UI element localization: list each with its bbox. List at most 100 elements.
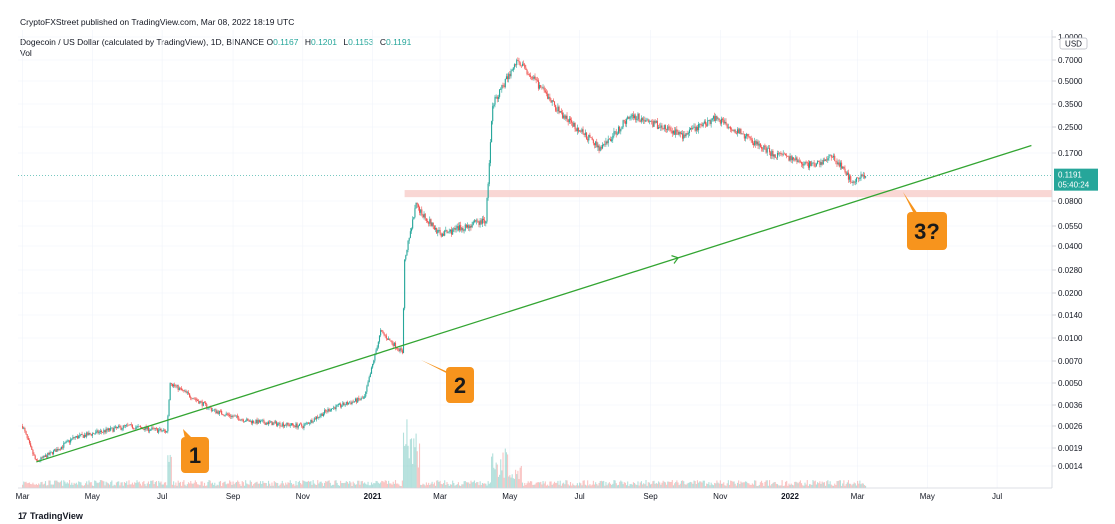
candle-body: [130, 424, 132, 425]
volume-bar: [412, 463, 414, 488]
volume-bar: [145, 485, 147, 488]
candle-body: [31, 446, 33, 450]
candle-body: [47, 453, 49, 458]
candle-body: [561, 112, 564, 118]
volume-bar: [446, 482, 448, 488]
volume-bar: [205, 485, 207, 488]
candle-body: [614, 131, 616, 133]
volume-bar: [432, 484, 434, 488]
marker-box: [907, 212, 947, 250]
candle-body: [694, 126, 696, 131]
candle-body: [41, 457, 43, 459]
candle-body: [606, 141, 608, 144]
volume-bar: [727, 480, 729, 488]
candle-body: [28, 440, 31, 444]
candle-body: [407, 240, 409, 251]
volume-bar: [143, 480, 145, 488]
candle-body: [206, 404, 208, 409]
candle-body: [598, 145, 600, 151]
candle-body: [799, 161, 801, 163]
volume-bar: [755, 480, 757, 488]
volume-bar: [149, 484, 151, 488]
candle-body: [532, 77, 534, 79]
low-value: 0.1153: [348, 37, 374, 47]
volume-bar: [49, 480, 51, 488]
volume-bar: [122, 485, 124, 488]
candle-body: [577, 127, 580, 132]
candle-body: [426, 220, 429, 222]
candle-body: [184, 390, 186, 392]
candle-body: [557, 106, 559, 112]
volume-bar: [229, 480, 231, 488]
candle-body: [531, 76, 533, 78]
candle-body: [88, 432, 90, 436]
candle-body: [356, 398, 358, 403]
candle-body: [302, 426, 304, 429]
candle-body: [304, 423, 306, 425]
candle-body: [539, 85, 541, 89]
volume-bar: [692, 483, 694, 488]
volume-bar: [58, 482, 60, 488]
candle-body: [608, 138, 610, 140]
volume-bar: [74, 483, 76, 488]
volume-bar: [277, 482, 279, 488]
volume-bar: [620, 480, 622, 488]
candle-body: [565, 115, 567, 119]
volume-bar: [574, 485, 576, 488]
candle-body: [52, 450, 55, 455]
candle-body: [838, 162, 840, 167]
candle-body: [793, 157, 795, 160]
volume-bar: [139, 483, 141, 488]
volume-bar: [397, 483, 399, 488]
x-tick-label: Sep: [643, 492, 658, 501]
volume-bar: [605, 481, 607, 488]
candle-body: [515, 64, 517, 66]
volume-bar: [112, 485, 114, 488]
volume-bar: [117, 481, 119, 488]
volume-bar: [393, 483, 395, 488]
candle-body: [754, 141, 756, 146]
currency-label: USD: [1065, 40, 1082, 49]
volume-bar: [710, 482, 712, 488]
volume-bar: [40, 482, 42, 488]
volume-bar: [350, 482, 352, 488]
candle-body: [560, 111, 562, 113]
candle-body: [171, 383, 174, 387]
candle-body: [829, 155, 831, 156]
candle-body: [850, 176, 852, 182]
candle-body: [471, 224, 473, 228]
candle-body: [115, 426, 117, 428]
volume-bar: [764, 481, 766, 488]
candle-body: [445, 230, 447, 231]
volume-bar: [437, 480, 439, 488]
volume-bar: [192, 483, 194, 488]
candle-body: [216, 411, 218, 413]
volume-bar: [295, 480, 297, 488]
volume-bar: [834, 483, 836, 488]
volume-bar: [844, 485, 846, 488]
candle-body: [646, 119, 648, 121]
volume-bar: [768, 480, 771, 488]
candle-body: [601, 144, 604, 149]
volume-bar: [217, 485, 219, 488]
candle-body: [398, 349, 400, 352]
volume-bar: [208, 480, 210, 488]
volume-bar: [175, 482, 177, 488]
candle-body: [717, 118, 719, 120]
volume-bar: [857, 480, 859, 488]
open-label: O: [266, 37, 274, 47]
volume-bar: [100, 480, 103, 488]
candle-body: [556, 110, 558, 112]
volume-bar: [66, 482, 68, 488]
volume-bar: [796, 482, 798, 488]
candle-body: [152, 427, 154, 429]
candle-body: [322, 413, 324, 416]
candle-body: [693, 126, 695, 128]
volume-bar: [274, 482, 276, 488]
volume-bar: [399, 485, 401, 488]
candle-body: [540, 85, 542, 87]
candle-body: [424, 213, 426, 219]
candle-body: [214, 409, 216, 411]
candle-body: [277, 423, 279, 426]
